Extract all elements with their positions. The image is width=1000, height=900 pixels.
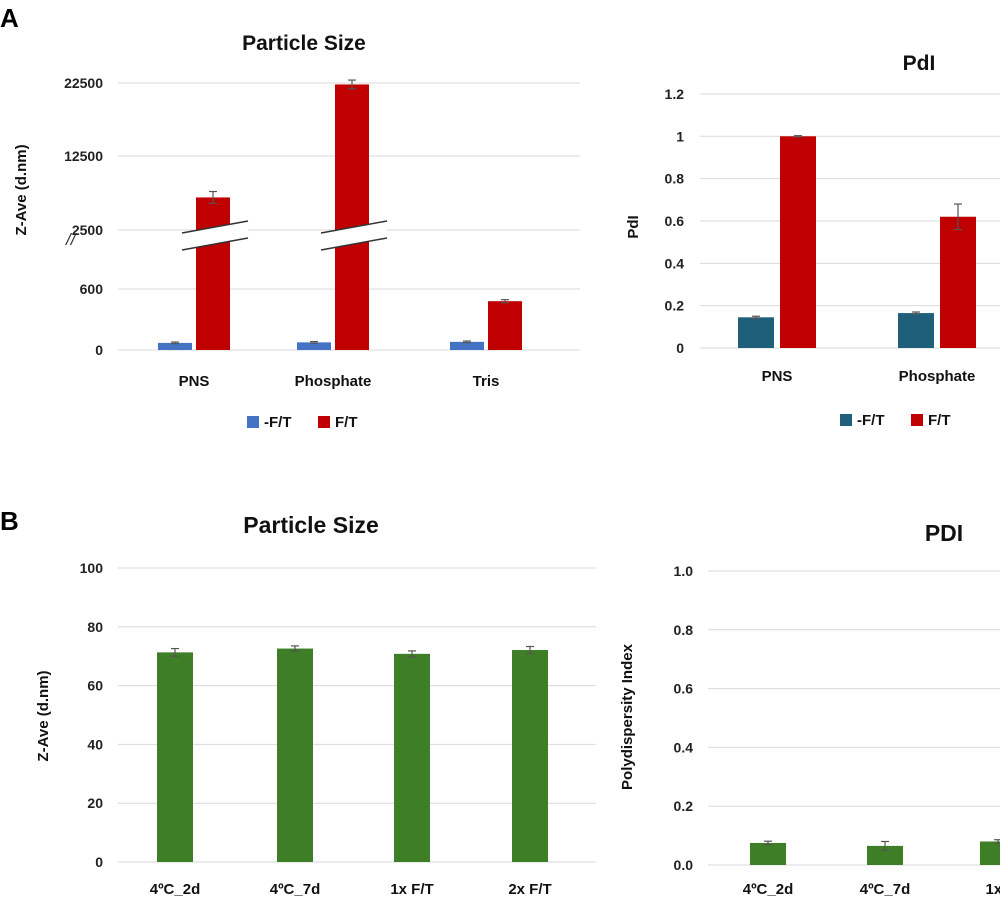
y-tick-label: 0.6 — [665, 213, 685, 229]
chart-title: Particle Size — [242, 32, 366, 55]
x-category-label: Phosphate — [295, 373, 372, 390]
axis-break-line — [320, 237, 388, 251]
panel-a-label: A — [0, 3, 19, 33]
y-tick-label: 1.2 — [665, 86, 685, 102]
legend-swatch — [318, 416, 330, 428]
bar — [488, 301, 522, 350]
legend-swatch — [840, 414, 852, 426]
x-category-label: 4ºC_7d — [270, 881, 321, 898]
y-tick-label: 20 — [87, 795, 103, 811]
axis-break-gap — [321, 221, 387, 250]
axis-break-line — [181, 237, 249, 251]
y-tick-label: 1 — [676, 128, 684, 144]
y-tick-label: 0.8 — [674, 622, 694, 638]
y-tick-label: 0.8 — [665, 171, 685, 187]
axis-break-mark: // — [65, 230, 78, 249]
bar — [898, 313, 934, 348]
x-category-label: 4ºC_7d — [860, 881, 911, 898]
y-tick-label: 40 — [87, 736, 103, 752]
x-category-label: 4ºC_2d — [150, 881, 201, 898]
y-tick-label: 0.2 — [674, 798, 694, 814]
x-category-label: PNS — [762, 368, 793, 385]
x-category-label: 1x F/T — [390, 881, 433, 898]
chart-a2-pdi: 0 0.2 0.4 0.6 0.8 1 1.2 PdI PdI PNS Phosphate -F/T F… — [625, 52, 1000, 429]
bar — [277, 648, 313, 862]
x-category-label: 2x F/T — [508, 881, 551, 898]
y-tick-label: 80 — [87, 619, 103, 635]
bar — [940, 216, 976, 348]
x-category-label: Tris — [473, 373, 500, 390]
y-tick-label: 100 — [80, 560, 104, 576]
y-tick-label: 0 — [676, 340, 684, 356]
bar — [780, 136, 816, 348]
y-tick-label: 0.6 — [674, 681, 694, 697]
bar — [980, 841, 1000, 865]
axis-break-line — [320, 220, 388, 234]
bar — [394, 653, 430, 862]
bar — [158, 342, 192, 350]
bar — [512, 650, 548, 862]
y-tick-label: 0 — [95, 342, 103, 358]
bar — [196, 197, 230, 350]
y-axis-label: Polydispersity Index — [619, 643, 636, 790]
legend-label: -F/T — [857, 412, 885, 429]
bar — [738, 317, 774, 348]
bar — [335, 84, 369, 351]
y-tick-label: 0.4 — [665, 255, 685, 271]
chart-title: Particle Size — [243, 512, 379, 538]
bar — [297, 342, 331, 350]
bar — [450, 341, 484, 350]
x-category-label: PNS — [179, 373, 210, 390]
bar — [750, 842, 786, 865]
y-axis-label: Z-Ave (d.nm) — [13, 144, 30, 235]
legend-swatch — [247, 416, 259, 428]
y-tick-label: 0.2 — [665, 298, 685, 314]
chart-b1-particle-size: 0 20 40 60 80 100 Particle Size Z-Ave (d.nm) 4ºC… — [35, 512, 596, 898]
bar — [867, 845, 903, 865]
y-tick-label: 0 — [95, 854, 103, 870]
y-tick-label: 600 — [80, 281, 104, 297]
y-tick-label: 0.0 — [674, 857, 694, 873]
y-tick-label: 12500 — [64, 148, 103, 164]
y-tick-label: 60 — [87, 678, 103, 694]
chart-a1-particle-size: 0 600 2500 12500 22500 Particle Size Z-Ave (d.… — [13, 32, 580, 431]
y-axis-label: PdI — [625, 215, 642, 238]
legend-label: F/T — [335, 414, 358, 431]
y-tick-label: 22500 — [64, 75, 103, 91]
y-tick-label: 1.0 — [674, 563, 694, 579]
legend-label: F/T — [928, 412, 951, 429]
chart-title: PdI — [903, 52, 936, 75]
legend-label: -F/T — [264, 414, 292, 431]
panel-b-label: B — [0, 506, 19, 536]
axis-break-line — [181, 220, 249, 234]
x-category-label: Phosphate — [899, 368, 976, 385]
chart-title: PDI — [925, 520, 963, 546]
x-category-label: 1x I — [985, 881, 1000, 898]
chart-b2-pdi: 0.0 0.2 0.4 0.6 0.8 1.0 PDI Polydispersity Inde… — [619, 520, 1000, 898]
x-category-label: 4ºC_2d — [743, 881, 794, 898]
y-axis-label: Z-Ave (d.nm) — [35, 670, 52, 761]
axis-break-gap — [182, 221, 248, 250]
y-tick-label: 2500 — [72, 222, 103, 238]
bar — [157, 652, 193, 862]
legend-swatch — [911, 414, 923, 426]
y-tick-label: 0.4 — [674, 739, 694, 755]
